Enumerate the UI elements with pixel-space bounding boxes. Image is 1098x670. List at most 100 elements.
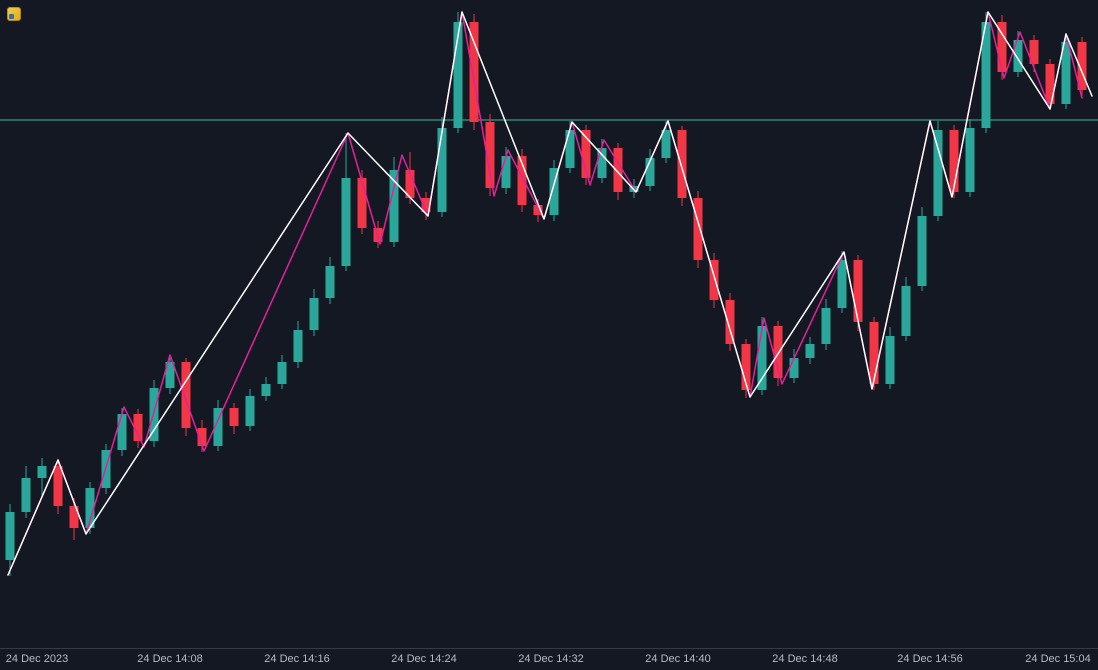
time-axis-label: 24 Dec 15:04 (1025, 653, 1091, 665)
candle-body (725, 300, 735, 344)
candle-body (1013, 40, 1023, 72)
candle-body (389, 170, 399, 242)
time-axis[interactable]: 24 Dec 2023 24 Dec 14:08 24 Dec 14:16 24 De… (0, 648, 1098, 670)
indicator-badge-icon[interactable] (7, 7, 21, 21)
candle-body (437, 128, 447, 212)
candle-body (1045, 64, 1055, 104)
candle-up[interactable] (789, 349, 799, 383)
candle-down[interactable] (725, 293, 735, 351)
candle-body (885, 336, 895, 384)
candle-up[interactable] (21, 466, 31, 518)
candle-body (197, 428, 207, 446)
candle-up[interactable] (37, 458, 47, 498)
candle-body (597, 148, 607, 178)
candle-down[interactable] (741, 339, 751, 398)
candle-down[interactable] (1029, 35, 1039, 72)
candle-body (517, 156, 527, 205)
candle-down[interactable] (69, 498, 79, 540)
candle-down[interactable] (693, 191, 703, 268)
candle-up[interactable] (245, 389, 255, 431)
candle-body (565, 130, 575, 168)
candle-body (149, 388, 159, 441)
candle-body (325, 266, 335, 298)
candle-up[interactable] (901, 277, 911, 341)
candle-body (981, 22, 991, 128)
candle-body (933, 130, 943, 216)
candle-body (821, 308, 831, 344)
candle-body (693, 198, 703, 260)
candle-body (341, 178, 351, 266)
candle-down[interactable] (421, 192, 431, 220)
candle-body (21, 478, 31, 512)
candle-down[interactable] (229, 403, 239, 434)
candle-body (85, 488, 95, 528)
candle-body (533, 205, 543, 215)
candle-up[interactable] (981, 12, 991, 133)
candle-up[interactable] (885, 327, 895, 389)
time-axis-label: 24 Dec 2023 (5, 653, 69, 665)
candle-body (901, 286, 911, 336)
candle-up[interactable] (965, 119, 975, 197)
candle-up[interactable] (85, 482, 95, 534)
candle-up[interactable] (5, 504, 15, 576)
candle-body (485, 122, 495, 188)
candle-body (837, 260, 847, 308)
candle-up[interactable] (917, 207, 927, 291)
candle-up[interactable] (309, 289, 319, 336)
candle-down[interactable] (469, 14, 479, 130)
candle-up[interactable] (821, 299, 831, 350)
chart-area[interactable] (0, 0, 1098, 648)
candle-body (469, 22, 479, 122)
candle-up[interactable] (933, 121, 943, 221)
candle-down[interactable] (485, 114, 495, 196)
candle-body (853, 260, 863, 322)
candle-body (501, 156, 511, 188)
candle-body (581, 130, 591, 178)
candle-body (677, 130, 687, 198)
candle-up[interactable] (293, 321, 303, 368)
candle-up[interactable] (277, 355, 287, 389)
candle-body (1077, 42, 1087, 90)
candle-body (805, 344, 815, 358)
zigzag-major-line[interactable] (7, 11, 1093, 576)
candle-down[interactable] (581, 125, 591, 185)
candle-up[interactable] (213, 400, 223, 451)
candle-up[interactable] (453, 12, 463, 133)
candle-body (1029, 40, 1039, 64)
candle-up[interactable] (645, 149, 655, 191)
candle-up[interactable] (837, 251, 847, 313)
candle-up[interactable] (389, 157, 399, 247)
candle-body (645, 158, 655, 186)
candle-body (613, 148, 623, 192)
time-axis-label: 24 Dec 14:48 (772, 653, 838, 665)
candle-body (293, 330, 303, 362)
candle-down[interactable] (133, 409, 143, 448)
candle-body (117, 414, 127, 450)
candle-down[interactable] (709, 253, 719, 308)
candle-up[interactable] (165, 355, 175, 394)
candle-down[interactable] (181, 358, 191, 436)
candlestick-chart[interactable] (0, 0, 1098, 648)
zigzag-minor-line[interactable] (7, 11, 1083, 576)
candle-up[interactable] (1061, 33, 1071, 109)
time-axis-label: 24 Dec 14:08 (137, 653, 203, 665)
time-axis-label: 24 Dec 14:16 (264, 653, 330, 665)
candle-up[interactable] (341, 133, 351, 271)
candle-up[interactable] (661, 121, 671, 163)
candle-body (405, 170, 415, 198)
candle-body (789, 358, 799, 378)
candle-up[interactable] (549, 160, 559, 221)
candle-body (133, 414, 143, 441)
candle-down[interactable] (1077, 37, 1087, 98)
candle-down[interactable] (405, 152, 415, 204)
candle-up[interactable] (805, 337, 815, 364)
candle-up[interactable] (325, 257, 335, 304)
candle-down[interactable] (517, 149, 527, 212)
candle-body (549, 168, 559, 215)
candle-up[interactable] (261, 377, 271, 401)
candle-down[interactable] (53, 460, 63, 514)
candle-down[interactable] (1045, 59, 1055, 110)
candle-body (37, 466, 47, 478)
candle-body (53, 466, 63, 506)
